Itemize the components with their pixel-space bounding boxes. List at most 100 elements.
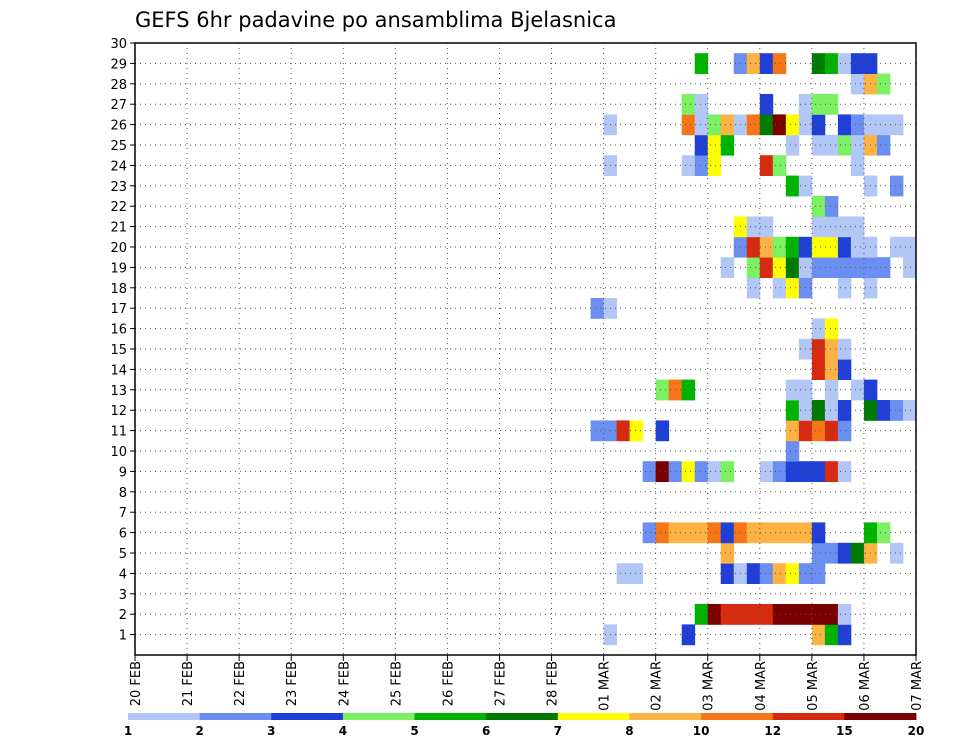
y-tick-label: 9 (119, 465, 127, 480)
precip-cell (655, 522, 670, 544)
precip-cell (746, 563, 761, 584)
y-tick-label: 6 (119, 527, 127, 542)
legend-swatch (486, 713, 559, 720)
precip-cell (785, 563, 800, 584)
legend-label: 7 (554, 724, 562, 738)
precip-cell (746, 53, 761, 74)
precip-cell (902, 236, 917, 258)
precip-cell (824, 338, 839, 360)
precip-cell (759, 563, 774, 584)
x-tick-label: 04 MAR (754, 661, 769, 711)
precip-cell (694, 53, 709, 74)
y-tick-label: 29 (110, 57, 127, 72)
precip-cell (811, 624, 826, 646)
precip-cell (655, 420, 670, 442)
precip-cell (642, 461, 657, 482)
precip-cell (772, 114, 787, 136)
y-tick-label: 10 (110, 445, 127, 460)
precip-cell (785, 175, 800, 197)
precip-cell (811, 338, 826, 360)
precip-cell (824, 53, 839, 74)
chart-title: GEFS 6hr padavine po ansamblima Bjelasni… (135, 8, 616, 32)
precip-cell (720, 604, 735, 625)
precip-cell (681, 461, 696, 482)
precip-cell (746, 216, 761, 238)
precip-cell (655, 379, 670, 401)
y-tick-label: 15 (110, 343, 127, 358)
precip-cell (681, 522, 696, 544)
precip-cell (694, 155, 709, 176)
y-tick-label: 25 (110, 139, 127, 154)
y-tick-label: 3 (119, 588, 127, 603)
precip-cell (590, 420, 604, 442)
y-axis-ticks: 1234567891011121314151617181920212223242… (110, 37, 135, 644)
precip-cell (681, 94, 696, 115)
precip-cell (811, 400, 826, 421)
y-tick-label: 8 (119, 486, 127, 501)
precip-cell (876, 400, 891, 421)
precip-cell (811, 134, 826, 156)
precip-cell (824, 542, 839, 564)
x-tick-label: 01 MAR (598, 661, 613, 711)
precip-cell (746, 604, 761, 625)
precip-cell (824, 604, 839, 625)
precip-cell (590, 298, 604, 319)
precip-cell (694, 114, 709, 136)
precip-cell (811, 542, 826, 564)
precip-cell (811, 257, 826, 278)
precip-cell (902, 400, 917, 421)
precip-cell (759, 236, 774, 258)
precipitation-cells (590, 53, 917, 646)
precip-cell (707, 134, 722, 156)
precip-cell (694, 134, 709, 156)
precip-cell (720, 134, 735, 156)
y-tick-label: 2 (119, 608, 127, 623)
precip-cell (759, 114, 774, 136)
precip-cell (811, 604, 826, 625)
precip-cell (759, 94, 774, 115)
precip-cell (824, 134, 839, 156)
precip-cell (811, 114, 826, 136)
precip-cell (616, 420, 631, 442)
x-tick-label: 21 FEB (181, 661, 196, 706)
precip-cell (824, 196, 839, 217)
precip-cell (876, 522, 891, 544)
precip-cell (681, 624, 696, 646)
precip-cell (759, 461, 774, 482)
precip-cell (850, 379, 865, 401)
y-tick-label: 5 (119, 547, 127, 562)
precip-cell (850, 542, 865, 564)
precip-cell (850, 236, 865, 258)
precip-cell (746, 236, 761, 258)
precip-cell (837, 359, 852, 380)
legend-swatch (342, 713, 415, 720)
x-tick-label: 24 FEB (337, 661, 352, 706)
precip-cell (837, 604, 852, 625)
y-tick-label: 30 (110, 37, 127, 52)
x-tick-label: 07 MAR (910, 661, 925, 711)
legend-label: 2 (195, 724, 203, 738)
precip-cell (889, 236, 904, 258)
precip-cell (785, 114, 800, 136)
precip-cell (837, 420, 852, 442)
legend-swatch (772, 713, 845, 720)
precip-cell (759, 257, 774, 278)
precip-cell (785, 400, 800, 421)
legend-swatch (701, 713, 774, 720)
precip-cell (772, 236, 787, 258)
precip-cell (681, 114, 696, 136)
legend-swatch (199, 713, 272, 720)
precip-cell (720, 522, 735, 544)
precip-cell (785, 604, 800, 625)
x-tick-label: 22 FEB (233, 661, 248, 706)
precip-cell (707, 461, 722, 482)
precip-cell (876, 73, 891, 95)
y-tick-label: 14 (110, 363, 127, 378)
precip-cell (811, 236, 826, 258)
precip-cell (850, 216, 865, 238)
y-tick-label: 23 (110, 180, 127, 195)
precip-cell (876, 114, 891, 136)
precip-cell (889, 175, 904, 197)
x-tick-label: 26 FEB (441, 661, 456, 706)
